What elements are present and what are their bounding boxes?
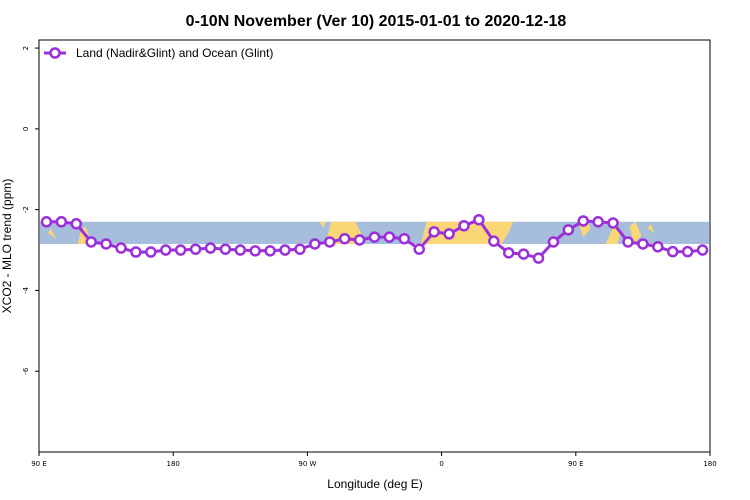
data-point <box>666 245 679 258</box>
data-point <box>681 245 694 258</box>
x-axis: 90 E 180 90 W 0 90 E 180 <box>31 452 717 468</box>
x-tick-label: 180 <box>703 460 716 468</box>
data-point <box>652 241 664 253</box>
data-point <box>458 220 470 232</box>
data-point <box>368 231 381 243</box>
data-point <box>383 231 396 243</box>
data-point <box>577 215 590 227</box>
data-point <box>115 242 127 254</box>
data-point <box>100 238 112 250</box>
data-point <box>353 234 366 246</box>
data-point <box>234 244 247 256</box>
y-axis-label: XCO2 - MLO trend (ppm) <box>0 179 14 314</box>
data-point <box>637 238 649 250</box>
y-tick-label: -4 <box>22 286 30 294</box>
data-point <box>189 243 202 255</box>
data-point <box>204 242 217 254</box>
data-point <box>696 244 709 256</box>
legend: Land (Nadir&Glint) and Ocean (Glint) <box>44 46 273 60</box>
data-point <box>592 216 604 228</box>
data-point <box>517 248 530 260</box>
data-point <box>55 216 68 228</box>
plot-frame <box>38 39 711 453</box>
y-axis: 2 0 -2 -4 -6 <box>22 46 39 375</box>
land-sumatra <box>47 228 57 240</box>
land-borneo <box>629 221 642 244</box>
data-point <box>502 247 515 259</box>
data-point <box>309 238 321 250</box>
data-point <box>249 245 261 257</box>
data-point <box>443 228 455 240</box>
x-tick-label: 90 E <box>31 460 47 468</box>
data-point <box>562 224 575 236</box>
data-point <box>145 246 157 258</box>
data-point <box>428 226 440 238</box>
legend-marker <box>49 47 61 59</box>
data-point <box>413 243 425 255</box>
y-tick-label: 2 <box>22 46 30 50</box>
x-tick-label: 180 <box>167 460 180 468</box>
legend-label: Land (Nadir&Glint) and Ocean (Glint) <box>76 46 273 60</box>
data-point <box>622 236 634 248</box>
y-tick-label: 0 <box>22 127 30 131</box>
data-point <box>130 246 142 258</box>
data-point <box>159 244 172 256</box>
data-point <box>174 244 187 256</box>
data-point <box>294 243 306 255</box>
data-point <box>473 213 485 226</box>
data-point <box>324 236 336 248</box>
data-point <box>532 252 545 264</box>
data-point <box>338 232 351 245</box>
data-point <box>40 216 53 228</box>
y-tick-label: -6 <box>22 367 30 375</box>
data-point <box>547 236 560 248</box>
data-point <box>398 232 411 245</box>
data-point <box>279 244 291 256</box>
land-philippines <box>647 223 655 233</box>
data-point <box>488 235 500 247</box>
land-central-america <box>319 221 326 229</box>
y-tick-label: -2 <box>22 206 30 213</box>
data-point <box>607 217 619 229</box>
x-tick-label: 90 W <box>298 460 316 468</box>
data-point <box>85 236 97 248</box>
data-point <box>70 218 83 230</box>
series-layer <box>40 213 709 264</box>
x-tick-label: 90 E <box>568 460 584 468</box>
x-axis-label: Longitude (deg E) <box>327 477 422 491</box>
chart-title: 0-10N November (Ver 10) 2015-01-01 to 20… <box>186 13 567 30</box>
data-point <box>219 243 232 255</box>
data-point <box>264 245 276 257</box>
x-tick-label: 0 <box>439 460 443 468</box>
